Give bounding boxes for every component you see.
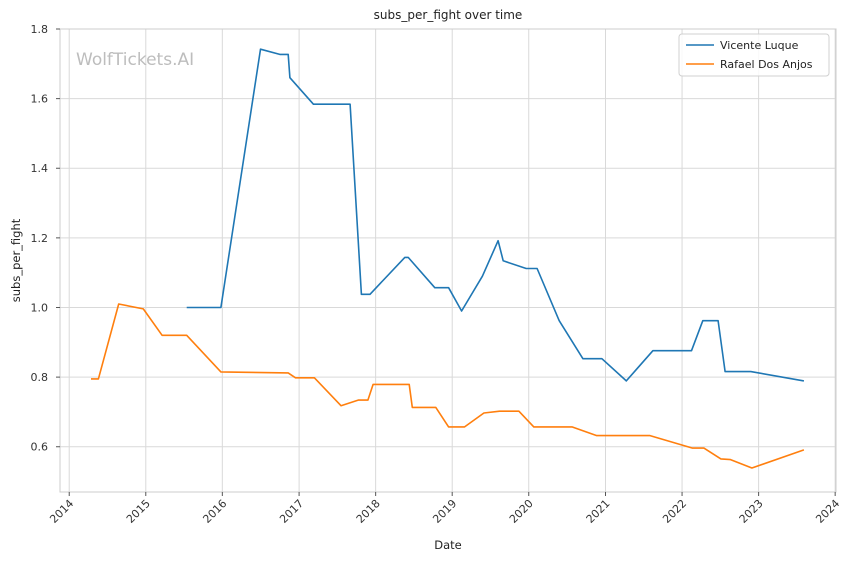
x-tick-label: 2024 xyxy=(813,497,842,526)
watermark: WolfTickets.AI xyxy=(76,50,194,70)
y-tick-label: 0.8 xyxy=(31,371,49,384)
x-tick-label: 2014 xyxy=(47,497,76,526)
legend-label-vicente-luque: Vicente Luque xyxy=(720,39,799,52)
series-line-0 xyxy=(186,48,805,382)
x-tick-label: 2015 xyxy=(124,497,153,526)
x-tick-label: 2021 xyxy=(584,497,613,526)
grid xyxy=(60,28,836,492)
y-tick-label: 1.8 xyxy=(31,23,49,36)
series-line-1 xyxy=(91,303,805,469)
legend: Vicente Luque Rafael Dos Anjos xyxy=(678,33,830,77)
y-axis-label: subs_per_fight xyxy=(9,218,23,302)
legend-label-rafael-dos-anjos: Rafael Dos Anjos xyxy=(720,58,813,71)
x-tick-label: 2020 xyxy=(507,497,536,526)
x-tick-label: 2019 xyxy=(430,497,459,526)
x-axis-ticks: 2014 2015 2016 2017 2018 2019 2020 2021 2022 2023… xyxy=(47,492,842,526)
x-tick-label: 2018 xyxy=(354,497,383,526)
y-tick-label: 0.6 xyxy=(31,441,49,454)
x-tick-label: 2022 xyxy=(660,497,689,526)
legend-box xyxy=(678,33,830,77)
series-lines xyxy=(91,48,805,469)
y-tick-label: 1.2 xyxy=(31,232,49,245)
y-axis-ticks: 0.6 0.8 1.0 1.2 1.4 1.6 1.8 xyxy=(31,23,60,454)
y-tick-label: 1.6 xyxy=(31,93,49,106)
x-tick-label: 2017 xyxy=(277,497,306,526)
y-tick-label: 1.0 xyxy=(31,301,49,314)
x-tick-label: 2023 xyxy=(737,497,766,526)
chart-title: subs_per_fight over time xyxy=(374,8,523,22)
y-tick-label: 1.4 xyxy=(31,162,49,175)
x-tick-label: 2016 xyxy=(200,497,229,526)
x-axis-label: Date xyxy=(434,538,462,552)
plot-area xyxy=(59,28,837,493)
